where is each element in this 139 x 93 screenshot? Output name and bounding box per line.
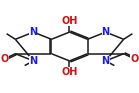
Text: N: N [29,56,37,66]
Text: O: O [0,54,9,64]
Text: N: N [102,27,110,37]
Text: N: N [29,27,37,37]
Text: OH: OH [61,67,78,77]
Text: N: N [102,56,110,66]
Text: O: O [130,54,139,64]
Text: OH: OH [61,16,78,26]
